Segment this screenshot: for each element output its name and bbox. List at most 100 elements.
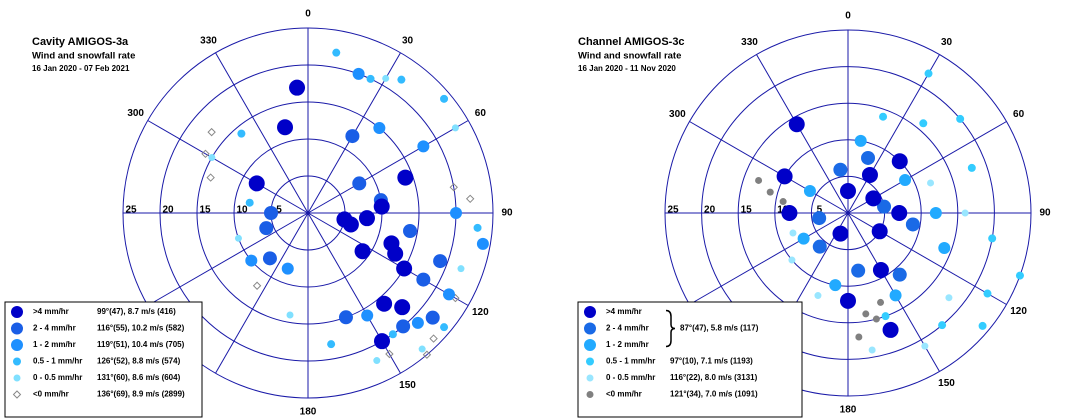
chart-period: 16 Jan 2020 - 07 Feb 2021 xyxy=(32,64,130,73)
legend-stats: 131°(60), 8.6 m/s (604) xyxy=(97,373,181,382)
data-point xyxy=(396,260,413,277)
data-point xyxy=(812,239,827,254)
angle-tick-label: 330 xyxy=(741,37,758,48)
data-point xyxy=(766,188,774,196)
data-point xyxy=(978,321,987,330)
data-point xyxy=(854,134,867,147)
data-point xyxy=(833,162,848,177)
data-point xyxy=(442,288,455,301)
data-point xyxy=(262,251,277,266)
data-point xyxy=(388,330,397,339)
grid-spoke xyxy=(689,212,849,305)
data-point xyxy=(425,310,440,325)
data-point xyxy=(877,199,892,214)
legend-label: >4 mm/hr xyxy=(606,307,642,316)
grid-spoke xyxy=(215,52,309,214)
legend-box xyxy=(4,301,203,418)
legend-box xyxy=(577,301,803,418)
data-point xyxy=(938,321,947,330)
data-point xyxy=(961,209,969,217)
data-point xyxy=(342,216,359,233)
data-point xyxy=(345,129,360,144)
radial-tick-label: 20 xyxy=(704,205,716,216)
legend-marker xyxy=(13,374,21,382)
angle-tick-label: 90 xyxy=(1039,208,1051,219)
legend-marker xyxy=(586,374,594,382)
data-point xyxy=(855,333,863,341)
grid-spoke xyxy=(307,120,469,214)
data-point xyxy=(352,67,365,80)
legend: >4 mm/hr 99°(47), 8.7 m/s (416) 2 - 4 mm/h… xyxy=(4,301,203,418)
data-point xyxy=(366,74,375,83)
data-point xyxy=(416,272,431,287)
polar-chart: 0 30 60 90 120 150 180 300 330 5 10 15 20 25 Cavity AM… xyxy=(4,9,513,418)
chart-title: Cavity AMIGOS-3a xyxy=(32,36,129,48)
legend-marker xyxy=(586,357,594,366)
data-point xyxy=(418,345,426,353)
data-point xyxy=(803,185,816,198)
data-point xyxy=(382,74,390,82)
data-point xyxy=(403,223,418,238)
data-point xyxy=(450,207,462,219)
data-point xyxy=(289,79,306,96)
polar-chart: 0306090120150180300330510152025Channel A… xyxy=(577,11,1051,418)
data-point xyxy=(832,225,849,242)
data-point xyxy=(899,174,912,187)
data-point xyxy=(376,295,393,312)
data-point xyxy=(252,281,262,290)
legend-brace xyxy=(665,309,676,348)
data-point xyxy=(373,357,381,365)
radial-tick-label: 25 xyxy=(667,205,679,216)
data-point xyxy=(892,267,907,282)
data-point xyxy=(476,237,489,250)
data-point xyxy=(929,207,942,219)
data-point xyxy=(779,198,787,206)
angle-tick-label: 60 xyxy=(1013,109,1025,120)
legend-marker xyxy=(11,339,23,351)
data-point xyxy=(332,48,341,57)
legend-label: 2 - 4 mm/hr xyxy=(33,324,76,333)
data-point xyxy=(983,289,992,298)
data-point xyxy=(354,243,371,260)
data-point xyxy=(840,183,856,200)
data-point xyxy=(207,127,216,137)
data-point xyxy=(374,333,390,350)
data-point xyxy=(245,254,258,267)
legend-marker xyxy=(12,390,22,399)
legend: >4 mm/hr 2 - 4 mm/hr 1 - 2 mm/hr 0.5 - 1 mm… xyxy=(577,301,803,418)
data-point xyxy=(457,265,465,273)
data-point xyxy=(422,350,432,359)
data-point xyxy=(877,298,885,306)
legend-label: 0.5 - 1 mm/hr xyxy=(606,357,655,366)
angle-tick-label: 150 xyxy=(399,380,416,391)
data-point xyxy=(755,176,763,184)
angle-tick-label: 0 xyxy=(305,9,311,20)
data-point xyxy=(433,254,448,269)
legend-label: >4 mm/hr xyxy=(33,307,69,316)
data-point xyxy=(921,342,929,350)
data-point xyxy=(397,75,406,84)
data-point xyxy=(988,234,997,243)
data-point xyxy=(788,116,805,133)
data-point xyxy=(919,119,928,128)
data-point xyxy=(871,223,888,240)
data-point xyxy=(201,149,210,159)
legend-stats: 116°(55), 10.2 m/s (582) xyxy=(97,324,185,333)
data-point xyxy=(789,229,797,237)
data-point xyxy=(245,198,254,207)
data-point xyxy=(373,121,386,134)
chart-period: 16 Jan 2020 - 11 Nov 2020 xyxy=(578,64,676,73)
angle-tick-label: 330 xyxy=(200,35,217,46)
data-point xyxy=(872,315,880,323)
data-point xyxy=(358,210,375,227)
data-point xyxy=(237,129,246,138)
data-point xyxy=(397,169,414,186)
chart-subtitle: Wind and snowfall rate xyxy=(578,51,681,62)
angle-tick-label: 180 xyxy=(840,405,857,416)
data-point xyxy=(417,140,430,153)
grid-spoke xyxy=(689,121,849,214)
legend-label: <0 mm/hr xyxy=(33,390,69,399)
data-point xyxy=(361,309,374,322)
angle-tick-label: 150 xyxy=(938,378,955,389)
data-point xyxy=(861,166,878,183)
